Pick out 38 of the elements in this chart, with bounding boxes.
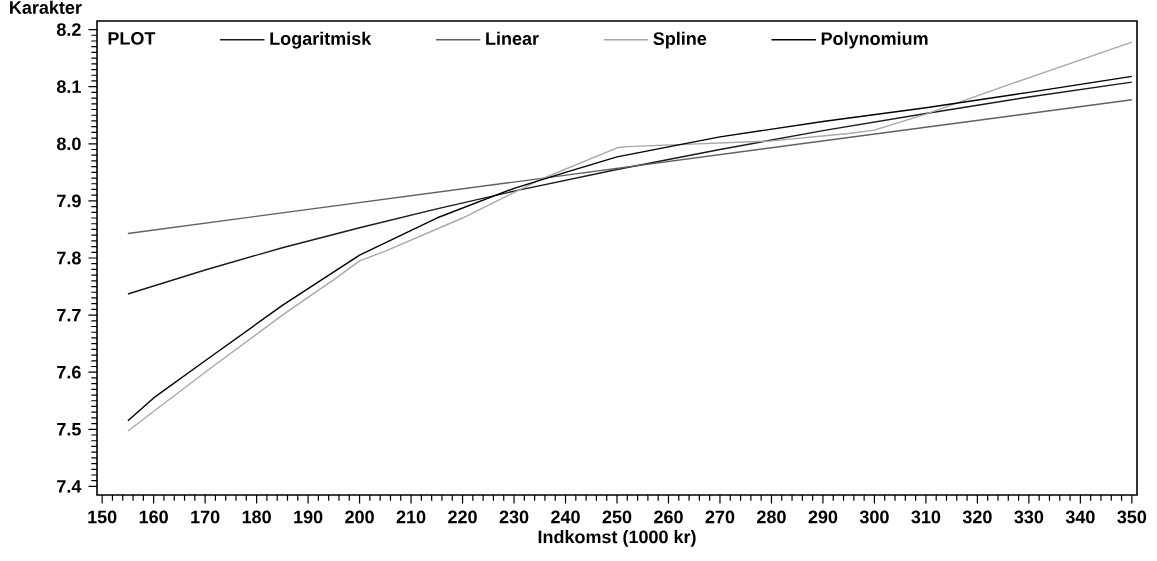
y-tick-label: 7.6 [57,365,81,379]
x-tick-label: 300 [859,510,889,524]
legend-label: Spline [653,31,707,49]
x-tick-label: 250 [602,510,632,524]
x-tick-label: 200 [345,510,374,524]
legend-label: Linear [486,31,539,45]
x-tick-label: 310 [911,510,941,524]
x-tick-label: 150 [88,510,117,524]
y-tick-label: 7.5 [57,423,81,436]
y-tick-label: 8.0 [56,137,81,151]
x-tick-label: 210 [396,510,426,524]
x-tick-label: 180 [242,510,271,524]
x-tick-label: 350 [1117,510,1147,524]
legend-label: Logaritmisk [270,31,372,49]
x-tick-label: 230 [499,510,529,524]
x-tick-label: 340 [1065,510,1095,524]
y-tick-label: 8.1 [56,80,81,94]
legend-title: PLOT [108,32,156,45]
legend-label: Polynomium [821,31,928,49]
y-tick-label: 7.9 [57,194,81,208]
x-tick-label: 220 [448,510,477,524]
y-tick-label: 8.2 [56,23,81,36]
x-tick-label: 260 [654,510,683,524]
y-axis-title: Karakter [10,0,82,14]
x-tick-label: 330 [1014,510,1044,524]
x-tick-label: 290 [808,510,838,524]
y-tick-label: 7.7 [57,308,81,322]
x-tick-label: 240 [551,510,580,524]
y-tick-label: 7.8 [57,251,81,265]
x-tick-label: 320 [962,510,992,524]
x-tick-label: 190 [294,510,323,524]
x-axis-title: Indkomst (1000 kr) [538,530,696,547]
x-tick-label: 270 [705,510,735,524]
line-series [127,81,1133,295]
x-tick-label: 160 [139,510,168,524]
x-tick-label: 170 [191,510,220,524]
x-tick-label: 280 [757,510,786,524]
y-tick-label: 7.4 [57,480,82,493]
